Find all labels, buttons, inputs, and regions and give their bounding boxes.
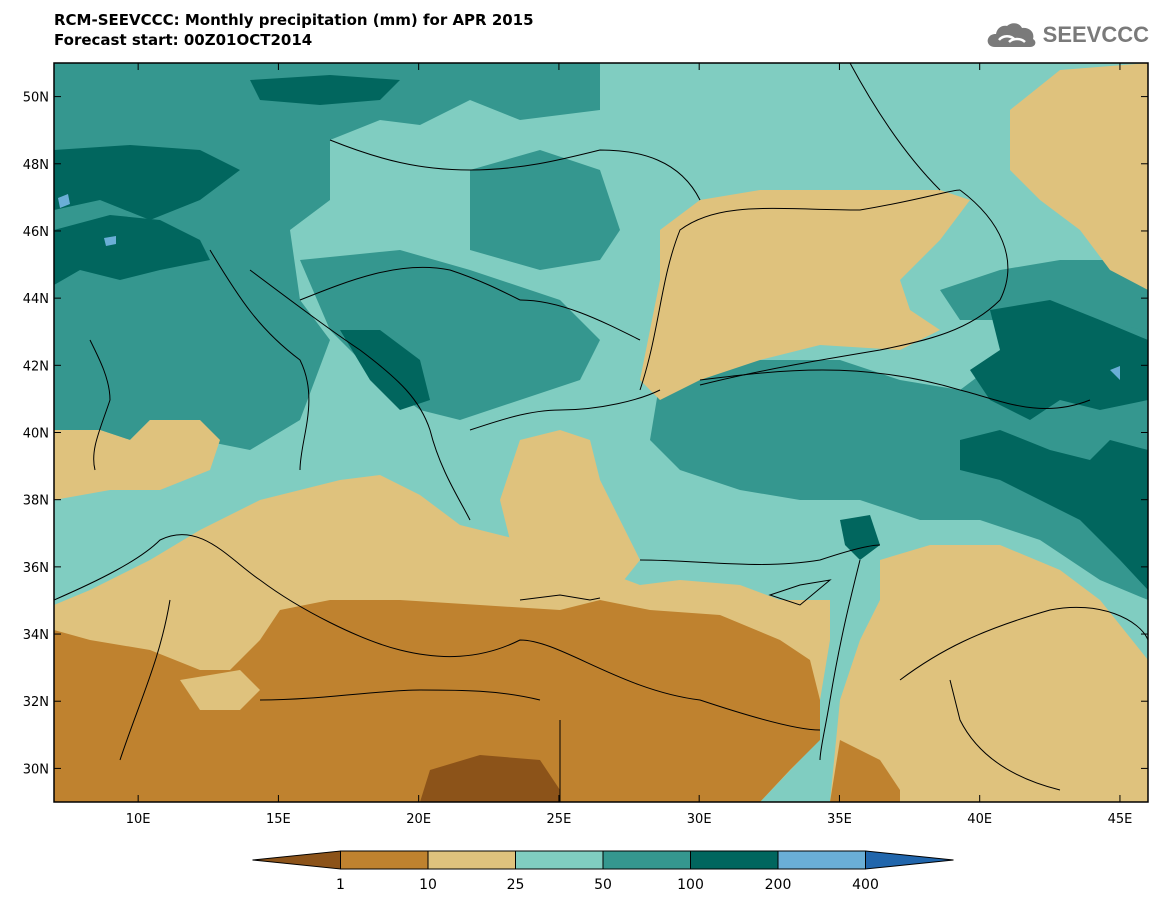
field-darkteal-alps xyxy=(54,215,210,285)
lat-tick-label: 50N xyxy=(23,91,49,106)
lat-tick-label: 38N xyxy=(23,494,49,509)
sardinia-coast xyxy=(89,339,111,471)
aegean-north-coast xyxy=(469,389,661,431)
colorbar-left-arrow xyxy=(252,850,341,870)
colorbar-label: 100 xyxy=(677,877,704,893)
colorbar-segment xyxy=(340,850,429,870)
field-tan-aegean xyxy=(500,430,640,590)
tunisia-border xyxy=(119,599,171,761)
field-light-blue-speck xyxy=(58,194,70,208)
field-darkteal-levant xyxy=(840,515,880,560)
map-title: RCM-SEEVCCC: Monthly precipitation (mm) … xyxy=(54,11,534,29)
field-tan-patch xyxy=(180,670,260,710)
colorbar-segment xyxy=(602,850,691,870)
libya-border xyxy=(259,689,541,701)
lat-tick-label: 46N xyxy=(23,225,49,240)
lon-tick-label: 45E xyxy=(1108,812,1133,827)
crete-coast xyxy=(519,594,601,601)
danube-border xyxy=(519,299,641,341)
field-darkteal-caucasus xyxy=(970,300,1148,420)
north-africa-coast xyxy=(54,534,821,731)
black-sea-west-coast xyxy=(639,189,961,391)
field-tan-black-sea xyxy=(640,190,970,400)
central-europe-border xyxy=(329,139,701,201)
lon-tick-label: 25E xyxy=(547,812,572,827)
field-brown-sahara xyxy=(54,600,820,802)
colorbar-segment xyxy=(777,850,866,870)
lon-tick-label: 30E xyxy=(687,812,712,827)
lon-axis: 10E 15E 20E 25E 30E 35E 40E 45E xyxy=(126,63,1133,827)
lat-tick-label: 30N xyxy=(23,762,49,777)
colorbar-right-arrow xyxy=(865,850,954,870)
balkan-border xyxy=(299,266,521,301)
cloud-icon xyxy=(987,23,1036,47)
colorbar-label: 1 xyxy=(336,877,345,893)
colorbar-segment xyxy=(690,850,779,870)
colorbar: 1 10 25 50 100 200 400 xyxy=(252,850,954,893)
field-tan-russia xyxy=(1010,63,1148,290)
colorbar-label: 10 xyxy=(419,877,437,893)
lon-tick-label: 15E xyxy=(266,812,291,827)
lat-tick-label: 42N xyxy=(23,359,49,374)
colorbar-segment xyxy=(515,850,604,870)
italy-coast xyxy=(209,249,310,471)
forecast-start: Forecast start: 00Z01OCT2014 xyxy=(54,31,313,49)
iraq-border xyxy=(899,606,1148,681)
turkey-border xyxy=(699,369,1091,410)
colorbar-label: 400 xyxy=(852,877,879,893)
lon-tick-label: 40E xyxy=(967,812,992,827)
field-teal-romania xyxy=(470,150,620,270)
lon-tick-label: 35E xyxy=(827,812,852,827)
field-brown-sinai xyxy=(830,740,900,802)
field-darkteal-north xyxy=(250,75,400,105)
ukraine-border xyxy=(849,63,941,191)
field-darkbrown-libya xyxy=(420,755,560,802)
colorbar-label: 50 xyxy=(594,877,612,893)
field-light-blue-speck xyxy=(1110,366,1120,380)
cyprus-coast xyxy=(768,579,832,606)
precipitation-field xyxy=(54,63,1148,802)
colorbar-label: 25 xyxy=(507,877,525,893)
black-sea-south-coast xyxy=(699,189,1009,386)
field-light-blue-speck xyxy=(104,236,116,246)
lon-tick-label: 10E xyxy=(126,812,151,827)
anatolia-south-coast xyxy=(639,544,881,565)
logo-text: SEEVCCC xyxy=(1042,22,1149,47)
lat-tick-label: 48N xyxy=(23,158,49,173)
lat-tick-label: 40N xyxy=(23,427,49,442)
lat-axis: 50N 48N 46N 44N 42N 40N 38N 36N 34N 32N 30N xyxy=(23,91,1148,777)
field-tan-middle-east xyxy=(830,545,1148,802)
lat-tick-label: 32N xyxy=(23,695,49,710)
lat-tick-label: 36N xyxy=(23,561,49,576)
field-tan-sardinia xyxy=(54,420,220,500)
field-darkteal-east xyxy=(960,430,1148,590)
saudi-border xyxy=(949,679,1061,791)
colorbar-segment xyxy=(427,850,516,870)
seevccc-logo: SEEVCCC xyxy=(985,20,1149,50)
field-teal-balkans xyxy=(300,250,600,420)
field-darkteal-alps-north xyxy=(54,145,240,220)
adriatic-coast xyxy=(249,269,471,521)
coastlines xyxy=(54,63,1148,802)
lon-tick-label: 20E xyxy=(406,812,431,827)
lat-tick-label: 34N xyxy=(23,628,49,643)
levant-coast xyxy=(819,559,861,761)
colorbar-label: 200 xyxy=(765,877,792,893)
lat-tick-label: 44N xyxy=(23,292,49,307)
